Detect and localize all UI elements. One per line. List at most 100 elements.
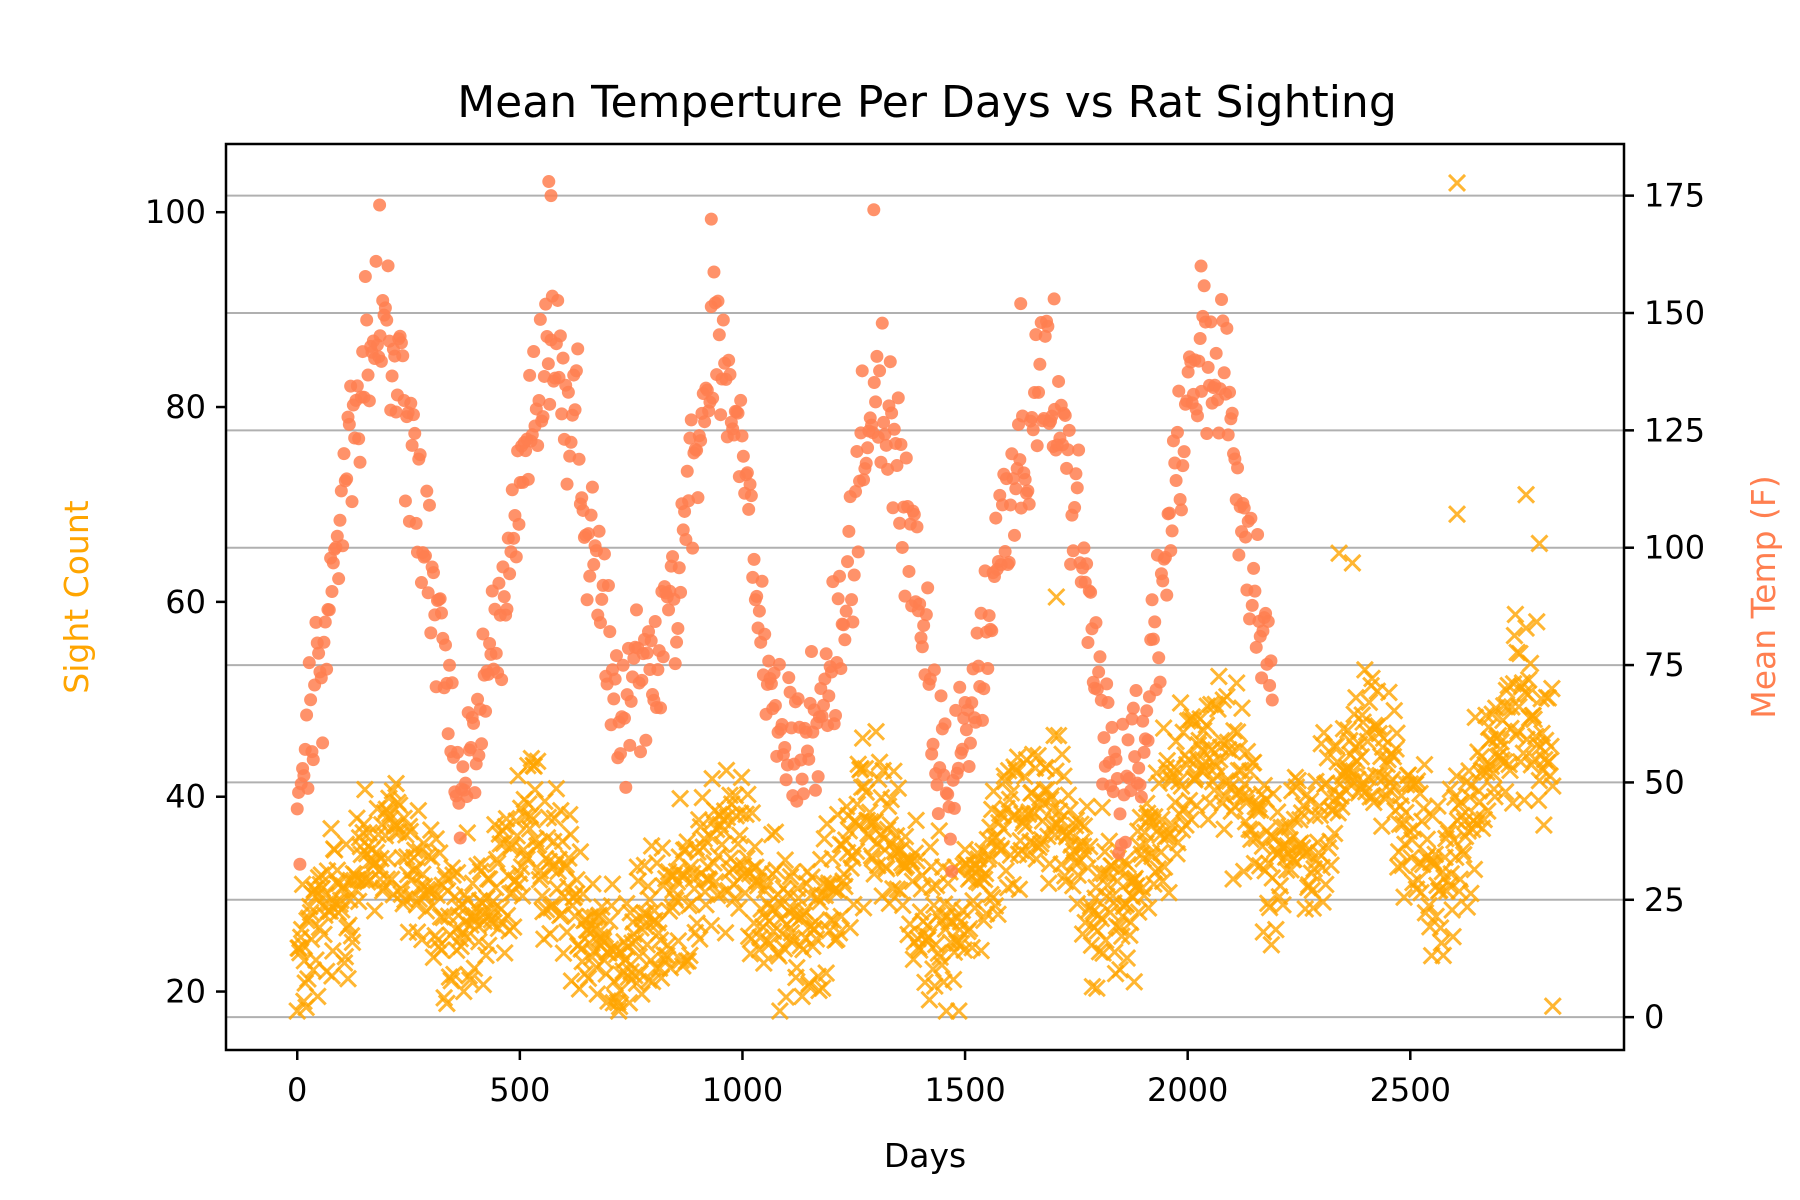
sight-count-point — [412, 930, 431, 949]
sight-count-point — [904, 950, 923, 969]
sight-count-point — [533, 887, 552, 906]
left-y-tick-label: 20 — [165, 973, 206, 1011]
sight-count-point — [1273, 895, 1293, 914]
sight-count-point — [1443, 900, 1462, 919]
mean-temp-point — [1153, 675, 1167, 689]
sight-count-point — [1411, 883, 1431, 902]
mean-temp-point — [1093, 650, 1107, 664]
sight-count-point — [1227, 673, 1246, 693]
sight-count-point — [1390, 815, 1409, 834]
sight-count-point — [1543, 997, 1562, 1016]
sight-count-point — [965, 898, 984, 918]
sight-count-point — [1328, 752, 1347, 771]
sight-count-point — [513, 886, 532, 905]
sight-count-point — [421, 820, 440, 840]
sight-count-point — [487, 850, 506, 869]
mean-temp-point — [312, 646, 326, 660]
mean-temp-point — [975, 713, 989, 727]
sight-count-point — [877, 859, 896, 878]
sight-count-point — [1529, 791, 1548, 810]
mean-temp-point — [1204, 315, 1218, 329]
sight-count-point — [1268, 803, 1287, 822]
mean-temp-point — [998, 545, 1012, 559]
mean-temp-point — [1032, 385, 1046, 399]
mean-temp-point — [304, 693, 318, 707]
sight-count-point — [754, 954, 773, 973]
mean-temp-point — [317, 635, 331, 649]
mean-temp-point — [483, 637, 497, 651]
sight-count-point — [960, 919, 979, 938]
sight-count-point — [1516, 485, 1536, 504]
sight-count-point — [1505, 626, 1524, 645]
sight-count-point — [755, 881, 774, 900]
sight-count-point — [325, 840, 344, 860]
mean-temp-point — [742, 502, 756, 516]
mean-temp-point — [536, 410, 550, 424]
sight-count-point — [988, 905, 1008, 924]
mean-temp-point — [902, 564, 916, 578]
sight-count-point — [714, 821, 733, 840]
sight-count-point — [498, 906, 517, 925]
mean-temp-point — [459, 776, 473, 790]
mean-temp-point — [1105, 720, 1119, 734]
mean-temp-point — [635, 673, 649, 687]
sight-count-point — [813, 979, 832, 998]
mean-temp-point — [926, 737, 940, 751]
mean-temp-point — [468, 786, 482, 800]
mean-temp-point — [1007, 528, 1021, 542]
right-y-tick-label: 150 — [1644, 294, 1705, 332]
mean-temp-point — [919, 608, 933, 622]
sight-count-point — [472, 855, 491, 874]
sight-count-point — [671, 951, 691, 970]
sight-count-point — [1251, 801, 1270, 820]
mean-temp-point — [316, 736, 330, 750]
mean-temp-point — [1248, 584, 1262, 598]
sight-count-point — [1228, 723, 1247, 742]
sight-count-point — [1343, 553, 1362, 572]
sight-count-point — [1059, 786, 1078, 805]
sight-count-point — [1289, 771, 1308, 790]
mean-temp-point — [592, 524, 606, 538]
x-tick-label: 1500 — [924, 1071, 1005, 1109]
sight-count-point — [1430, 881, 1449, 900]
mean-temp-point — [707, 265, 721, 279]
sight-count-point — [923, 878, 942, 897]
mean-temp-point — [1244, 511, 1258, 525]
sight-count-point — [1530, 534, 1549, 553]
sight-count-point — [717, 761, 736, 780]
sight-count-point — [1151, 843, 1171, 862]
mean-temp-point — [648, 614, 662, 628]
mean-temp-point — [489, 646, 503, 660]
sight-count-point — [830, 923, 849, 942]
sight-count-point — [647, 853, 667, 873]
mean-temp-point — [723, 367, 737, 381]
sight-count-point — [1447, 766, 1466, 786]
mean-temp-point — [408, 426, 422, 440]
sight-count-point — [444, 965, 464, 984]
mean-temp-point — [875, 316, 889, 330]
sight-count-point — [474, 975, 493, 994]
mean-temp-point — [561, 385, 575, 399]
sight-count-point — [1394, 888, 1414, 907]
sight-count-point — [437, 994, 456, 1013]
mean-temp-point — [358, 269, 372, 283]
mean-temp-point — [597, 547, 611, 561]
right-y-tick-label: 100 — [1644, 529, 1705, 567]
sight-count-point — [1485, 787, 1504, 806]
sight-count-point — [640, 890, 659, 909]
mean-temp-point — [891, 391, 905, 405]
sight-count-point — [1177, 755, 1196, 774]
mean-temp-point — [523, 368, 537, 382]
sight-count-point — [1465, 860, 1484, 879]
sight-count-point — [1277, 861, 1296, 880]
mean-temp-point — [1263, 678, 1277, 692]
mean-temp-point — [617, 711, 631, 725]
mean-temp-point — [564, 435, 578, 449]
mean-temp-point — [747, 552, 761, 566]
sight-count-point — [1029, 746, 1048, 765]
sight-count-point — [1232, 699, 1252, 718]
sight-count-point — [1100, 832, 1119, 851]
sight-count-point — [666, 891, 685, 910]
sight-count-point — [1015, 767, 1034, 786]
sight-count-point — [1061, 800, 1080, 819]
